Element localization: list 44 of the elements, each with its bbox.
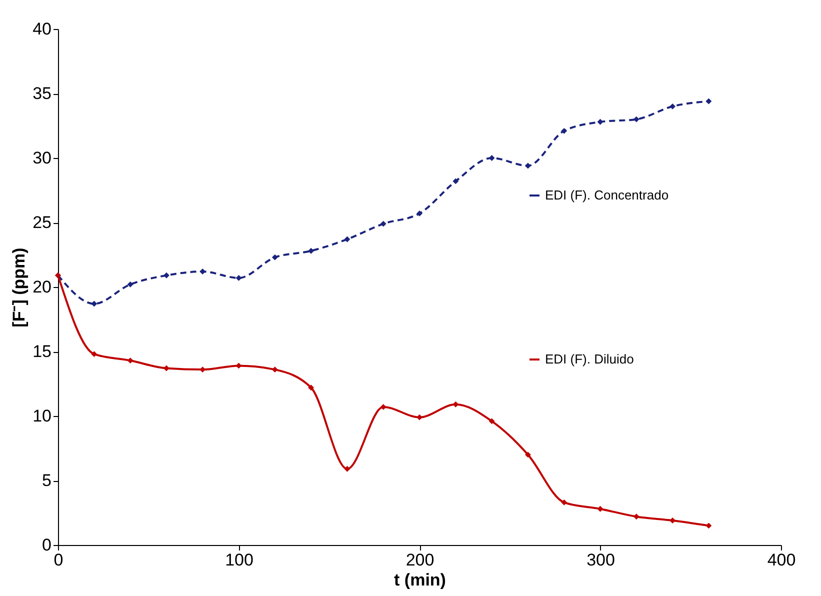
- x-axis-title: t (min): [394, 570, 446, 590]
- x-tick-label: 0: [54, 550, 64, 570]
- point: [272, 254, 278, 260]
- point: [344, 236, 350, 242]
- point: [597, 506, 604, 512]
- point: [561, 128, 568, 134]
- point: [706, 98, 712, 104]
- point: [670, 103, 676, 110]
- point: [561, 499, 568, 506]
- point: [416, 414, 422, 420]
- point: [633, 514, 640, 520]
- point: [633, 116, 640, 122]
- point: [380, 220, 386, 227]
- legend-label: EDI (F). Diluido: [545, 352, 634, 366]
- legend-label: EDI (F). Concentrado: [545, 188, 669, 202]
- point: [706, 522, 712, 529]
- y-tick-label: 10: [32, 406, 52, 426]
- y-tick-label: 0: [42, 536, 52, 554]
- y-tick-label: 5: [42, 471, 52, 490]
- point: [344, 466, 350, 472]
- point: [524, 452, 531, 458]
- x-tick-label: 100: [225, 550, 254, 570]
- point: [524, 162, 531, 169]
- y-tick-label: 15: [32, 342, 52, 361]
- point: [127, 281, 134, 288]
- y-tick-label: 20: [32, 278, 52, 296]
- point: [163, 272, 170, 278]
- y-tick-label: 40: [32, 20, 52, 38]
- y-tick-label: 35: [32, 84, 52, 103]
- point: [236, 275, 242, 281]
- point: [308, 384, 314, 391]
- x-tick-label: 200: [406, 550, 434, 570]
- point: [488, 155, 495, 161]
- point: [308, 248, 314, 254]
- x-tick-label: 400: [767, 550, 796, 570]
- point: [380, 404, 386, 410]
- y-tick-label: 30: [32, 148, 52, 168]
- point: [488, 418, 495, 424]
- y-tick-label: 25: [32, 213, 52, 232]
- point: [127, 358, 134, 364]
- y-axis-title: [F⁻] (ppm): [10, 248, 29, 328]
- point: [91, 351, 98, 358]
- x-tick-label: 300: [586, 550, 615, 570]
- point: [452, 178, 459, 184]
